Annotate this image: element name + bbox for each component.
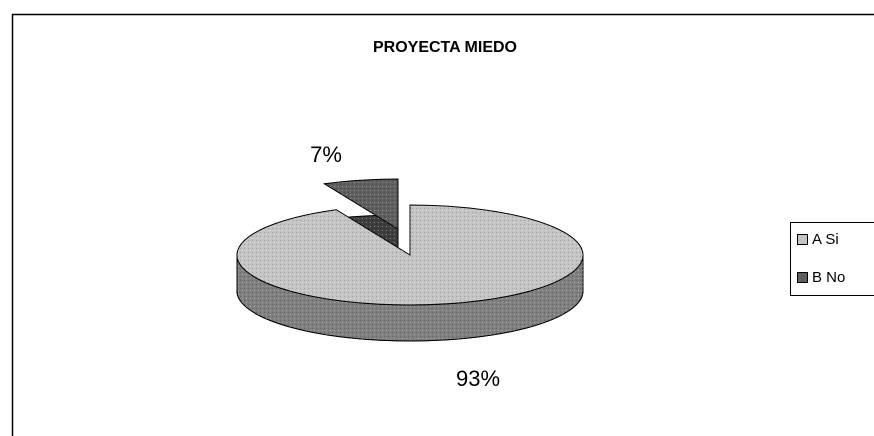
slice-texture [236, 205, 583, 306]
legend-swatch [797, 272, 808, 283]
legend-label: A Si [812, 231, 839, 248]
legend-label: B No [812, 269, 845, 286]
chart-title: PROYECTA MIEDO [373, 39, 517, 56]
legend-swatch [797, 234, 808, 245]
slice-texture [324, 179, 398, 229]
data-label: 93% [456, 366, 500, 391]
data-label: 7% [310, 142, 342, 167]
slice-side-texture [237, 255, 583, 341]
